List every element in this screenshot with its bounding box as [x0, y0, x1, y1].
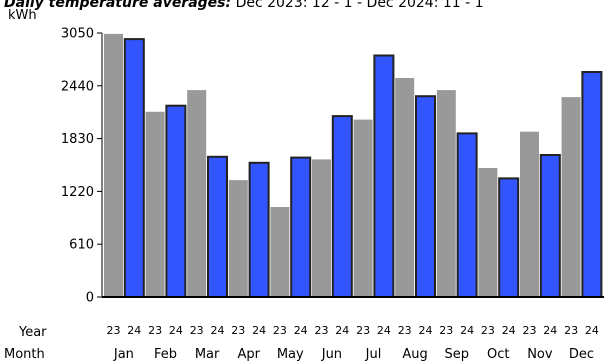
- bar-feb-24: [165, 104, 187, 298]
- year-label-feb-24: 24: [169, 324, 183, 337]
- year-label-nov-24: 24: [543, 324, 557, 337]
- bar-jul-23: [353, 119, 373, 297]
- row-label-month: Month: [4, 347, 45, 362]
- year-label-nov-23: 23: [523, 324, 537, 337]
- month-label-nov: Nov: [527, 347, 553, 362]
- year-label-mar-24: 24: [211, 324, 225, 337]
- bar-jun-24: [331, 115, 353, 298]
- year-label-oct-23: 23: [481, 324, 495, 337]
- year-label-feb-23: 23: [148, 324, 162, 337]
- bar-mar-24: [207, 155, 228, 298]
- month-label-jun: Jun: [321, 347, 342, 362]
- year-label-jun-23: 23: [315, 324, 329, 337]
- bar-nov-23: [520, 131, 539, 297]
- bar-feb-23: [145, 111, 165, 297]
- year-label-jun-24: 24: [335, 324, 349, 337]
- month-label-sep: Sep: [444, 347, 469, 362]
- bar-may-23: [270, 207, 290, 297]
- year-label-mar-23: 23: [190, 324, 204, 337]
- chart-title: Daily temperature averages: Dec 2023: 12…: [4, 0, 484, 11]
- bar-oct-24: [498, 177, 520, 298]
- bar-sep-24: [456, 132, 478, 298]
- bar-dec-24: [581, 71, 603, 298]
- chart-date-range: Dec 2023: 12 - 1 - Dec 2024: 11 - 1: [235, 0, 484, 11]
- y-tick-label-610: 610: [69, 238, 94, 253]
- y-tick-label-1830: 1830: [61, 132, 94, 147]
- bar-may-24: [290, 156, 312, 298]
- year-label-aug-23: 23: [398, 324, 412, 337]
- year-label-may-24: 24: [294, 324, 308, 337]
- month-label-apr: Apr: [237, 347, 260, 362]
- month-label-aug: Aug: [402, 347, 427, 362]
- bar-apr-23: [228, 180, 248, 297]
- bar-aug-23: [395, 78, 415, 297]
- bar-jul-24: [373, 54, 395, 298]
- bar-apr-24: [248, 161, 270, 298]
- month-label-jul: Jul: [365, 347, 382, 362]
- month-label-dec: Dec: [569, 347, 594, 362]
- year-label-dec-24: 24: [585, 324, 599, 337]
- year-label-jul-24: 24: [377, 324, 391, 337]
- year-label-oct-24: 24: [502, 324, 516, 337]
- year-label-sep-24: 24: [460, 324, 474, 337]
- y-axis-unit: kWh: [8, 8, 37, 23]
- bar-nov-24: [539, 154, 561, 298]
- bar-mar-23: [187, 90, 207, 297]
- y-tick-label-1220: 1220: [61, 185, 94, 200]
- bar-jan-24: [123, 38, 145, 298]
- bar-aug-24: [415, 95, 436, 298]
- bar-oct-23: [478, 168, 498, 297]
- year-label-aug-24: 24: [419, 324, 433, 337]
- year-label-jan-24: 24: [127, 324, 141, 337]
- month-label-jan: Jan: [113, 347, 134, 362]
- year-label-dec-23: 23: [564, 324, 578, 337]
- year-label-jan-23: 23: [107, 324, 121, 337]
- year-label-may-23: 23: [273, 324, 287, 337]
- year-label-apr-23: 23: [231, 324, 245, 337]
- year-label-apr-24: 24: [252, 324, 266, 337]
- y-tick-label-2440: 2440: [61, 79, 94, 94]
- y-tick-label-3050: 3050: [61, 27, 94, 42]
- bar-dec-23: [561, 97, 581, 297]
- y-tick-label-0: 0: [86, 291, 94, 306]
- month-label-oct: Oct: [487, 347, 509, 362]
- month-label-mar: Mar: [195, 347, 220, 362]
- year-label-sep-23: 23: [439, 324, 453, 337]
- bar-jun-23: [312, 159, 331, 297]
- year-label-jul-23: 23: [356, 324, 370, 337]
- month-label-may: May: [277, 347, 304, 362]
- bar-sep-23: [436, 90, 456, 297]
- month-label-feb: Feb: [154, 347, 177, 362]
- chart-title-text: Daily temperature averages:: [4, 0, 232, 11]
- bar-jan-23: [104, 33, 123, 298]
- row-label-year: Year: [18, 325, 47, 340]
